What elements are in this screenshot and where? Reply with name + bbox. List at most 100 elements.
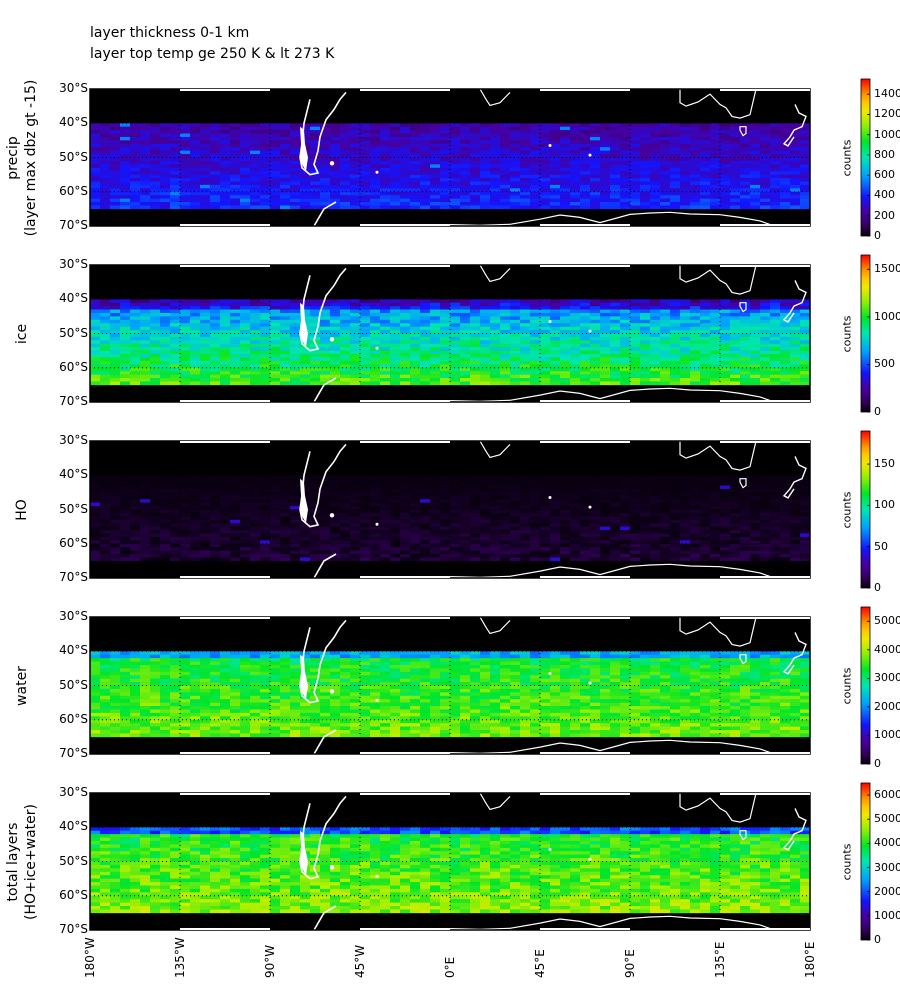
colorbar-label: counts <box>840 315 854 352</box>
coastline-south-georgia <box>375 522 379 526</box>
lat-tick-label: 70°S <box>59 746 88 760</box>
lon-tick-label: 90°E <box>623 949 637 978</box>
coastline-new-zealand <box>782 808 807 851</box>
panel-ice <box>89 254 871 413</box>
coastline-kerguelen <box>588 857 592 861</box>
header-line-1: layer thickness 0-1 km <box>90 25 250 41</box>
coastline-antarctica <box>429 915 775 931</box>
colorbar-tick-label: 100 <box>874 498 895 512</box>
lat-tick-label: 30°S <box>59 257 88 271</box>
colorbar-tick-label: 150 <box>874 457 895 471</box>
lat-tick-label: 60°S <box>59 359 88 374</box>
coastline-tasmania <box>739 126 747 137</box>
coastline-antarctica <box>429 739 775 755</box>
coastline-antarctic-peninsula <box>313 377 337 403</box>
coastline-crozet <box>548 848 552 852</box>
lat-tick-label: 70°S <box>59 218 88 232</box>
coastline-falklands <box>329 689 335 694</box>
heatmap-cells <box>90 827 811 914</box>
lon-tick-label: 45°E <box>533 949 547 978</box>
coastline-antarctica <box>429 387 775 403</box>
lat-tick-label: 60°S <box>59 887 88 902</box>
coastline-antarctic-peninsula <box>313 905 337 931</box>
colorbar-tick-label: 0 <box>874 757 881 770</box>
coastline-africa <box>479 88 511 107</box>
coastline-south-georgia <box>375 170 379 174</box>
coastline-africa <box>479 440 511 459</box>
lat-tick-label: 70°S <box>59 570 88 584</box>
colorbar-tick-label: 3000 <box>874 671 900 685</box>
lat-tick-label: 50°S <box>59 325 88 340</box>
colorbar-tick-label: 1400 <box>874 87 900 101</box>
colorbar-tick-label: 4000 <box>874 642 900 656</box>
panel-ho <box>89 430 871 589</box>
coastline-australia <box>679 792 757 823</box>
colorbar-tick-label: 4000 <box>874 836 900 850</box>
colorbar-label: counts <box>840 139 854 176</box>
coastline-new-zealand <box>782 456 807 499</box>
coastline-patagonia <box>300 654 308 700</box>
lat-tick-label: 50°S <box>59 853 88 868</box>
panel-ylabel-water: water <box>14 665 30 706</box>
lon-tick-label: 90°W <box>263 944 277 978</box>
coastline-australia <box>679 440 757 471</box>
panel-water <box>89 606 871 765</box>
colorbar-tick-label: 1000 <box>874 309 900 323</box>
coastline-antarctic-peninsula <box>313 201 337 227</box>
coastline-new-zealand <box>782 104 807 147</box>
coastline-antarctica <box>429 563 775 579</box>
lon-tick-label: 135°E <box>713 941 727 979</box>
lon-tick-label: 180°E <box>803 941 817 979</box>
panel-ylabel-ho: HO <box>14 498 30 521</box>
lon-tick-label: 0°E <box>443 956 457 978</box>
colorbar-tick-label: 2000 <box>874 884 900 898</box>
colorbar-tick-label: 0 <box>874 405 881 418</box>
coastline-tasmania <box>739 302 747 313</box>
coastline-south-georgia <box>375 346 379 350</box>
coastline-antarctic-peninsula <box>313 729 337 755</box>
lon-tick-label: 180°W <box>83 937 97 978</box>
colorbar-label: counts <box>840 667 854 704</box>
panel-ylabel-ice: ice <box>14 323 30 344</box>
colorbar-tick-label: 800 <box>874 147 895 161</box>
coastline-tasmania <box>739 654 747 665</box>
coastline-patagonia <box>300 126 308 172</box>
coastline-kerguelen <box>588 505 592 509</box>
colorbar-tick-label: 5000 <box>874 812 900 826</box>
lat-tick-label: 60°S <box>59 535 88 550</box>
lat-tick-label: 40°S <box>59 115 88 130</box>
colorbar-tick-label: 500 <box>874 357 895 371</box>
coastline-kerguelen <box>588 681 592 685</box>
panel-total <box>89 782 871 941</box>
lat-tick-label: 50°S <box>59 149 88 164</box>
colorbar <box>860 78 871 237</box>
coastline-falklands <box>329 865 335 870</box>
coastline-australia <box>679 616 757 647</box>
coastline-new-zealand <box>782 632 807 675</box>
colorbar <box>860 430 871 589</box>
heatmap-cells <box>90 299 811 386</box>
coastline-africa <box>479 264 511 283</box>
colorbar-tick-label: 5000 <box>874 614 900 628</box>
colorbar <box>860 782 871 941</box>
coastline-tasmania <box>739 478 747 489</box>
lat-tick-label: 30°S <box>59 81 88 95</box>
colorbar-tick-label: 6000 <box>874 788 900 802</box>
coastline-falklands <box>329 337 335 342</box>
colorbar-tick-label: 1500 <box>874 262 900 276</box>
lon-tick-label: 45°W <box>353 944 367 978</box>
colorbar-tick-label: 0 <box>874 933 881 946</box>
heatmap-cells <box>90 475 811 562</box>
lat-tick-label: 60°S <box>59 183 88 198</box>
colorbar-tick-label: 1000 <box>874 908 900 922</box>
panel-precip <box>89 78 871 237</box>
lat-tick-label: 40°S <box>59 643 88 658</box>
colorbar <box>860 606 871 765</box>
panel-ylabel-total: total layers (HO+ice+water) <box>5 803 39 920</box>
lon-tick-label: 135°W <box>173 937 187 978</box>
coastline-new-zealand <box>782 280 807 323</box>
coastline-kerguelen <box>588 329 592 333</box>
coastline-australia <box>679 264 757 295</box>
lat-tick-label: 70°S <box>59 922 88 936</box>
coastline-south-georgia <box>375 874 379 878</box>
